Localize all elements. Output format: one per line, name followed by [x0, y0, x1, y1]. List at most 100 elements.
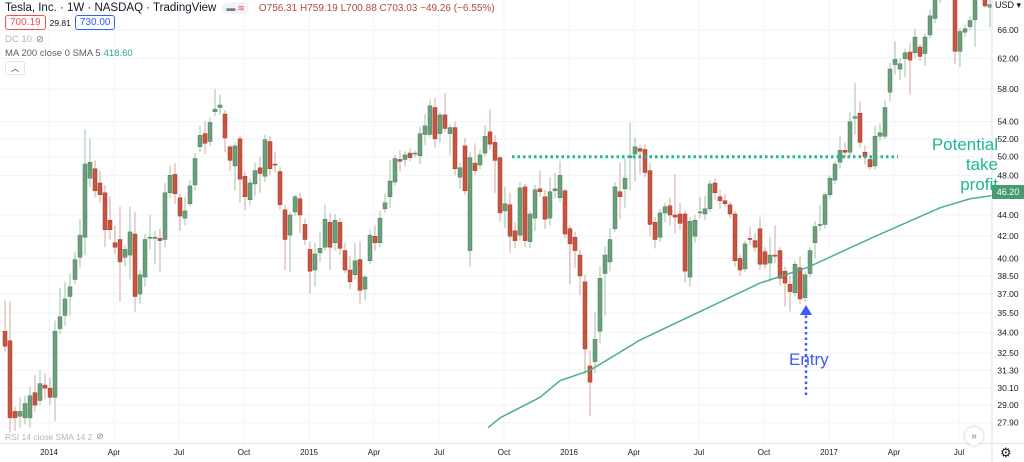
candle-body: [12, 411, 18, 419]
candle: [202, 121, 208, 154]
candle: [517, 182, 523, 241]
candle-body: [162, 192, 168, 240]
spread-value: 29.81: [49, 17, 71, 28]
candle-body: [307, 249, 313, 272]
candle: [262, 134, 268, 183]
candle-body: [622, 177, 628, 190]
candle-body: [502, 203, 508, 212]
candle-body: [647, 170, 653, 225]
candle: [292, 194, 298, 217]
candle-body: [212, 108, 218, 112]
candle-body: [982, 0, 988, 7]
sell-button[interactable]: 700.19: [5, 15, 46, 30]
candle: [962, 24, 968, 38]
candle: [442, 92, 448, 132]
candle-body: [687, 221, 693, 278]
candle-body: [587, 365, 593, 383]
candle-body: [922, 36, 928, 54]
candle-body: [82, 163, 88, 238]
candle-body: [37, 383, 43, 401]
candle-body: [567, 228, 573, 245]
candle: [882, 100, 888, 139]
candle-body: [252, 170, 258, 185]
candle: [62, 281, 68, 326]
candle-body: [737, 258, 743, 271]
candle-body: [132, 233, 138, 297]
candle-body: [372, 235, 378, 244]
candle-body: [762, 251, 768, 265]
candle: [967, 16, 973, 31]
candle-body: [392, 158, 398, 183]
candle: [542, 189, 548, 229]
currency-select[interactable]: USD ▾: [995, 0, 1022, 10]
candle: [592, 311, 598, 374]
candle-body: [407, 152, 413, 158]
candle-body: [292, 196, 298, 213]
candle-body: [432, 107, 438, 140]
candle: [282, 204, 288, 271]
settings-gear-icon[interactable]: ⚙: [1000, 445, 1012, 460]
candle-body: [22, 403, 28, 419]
take-profit-line1: Potential take: [931, 135, 998, 174]
candle-body: [522, 186, 528, 241]
candle-body: [777, 250, 783, 279]
candle-body: [397, 159, 403, 162]
candle-body: [2, 330, 8, 347]
candle: [502, 186, 508, 228]
candle: [397, 150, 403, 172]
indicator-dc[interactable]: DC 10: [5, 34, 32, 45]
candle-body: [927, 15, 933, 36]
symbol-title[interactable]: Tesla, Inc. · 1W · NASDAQ · TradingView: [5, 2, 217, 14]
candle-body: [427, 105, 433, 135]
price-tick-label: 44.00: [997, 210, 1019, 220]
candle-body: [917, 46, 923, 57]
ma-200-line[interactable]: [487, 193, 1012, 429]
candle-body: [382, 202, 388, 210]
eye-hidden-icon[interactable]: ⊘: [35, 34, 44, 45]
candle-body: [722, 200, 728, 204]
candle: [797, 256, 803, 304]
price-tick-label: 34.00: [997, 328, 1019, 338]
candle: [632, 137, 638, 182]
candle-body: [72, 259, 78, 280]
candle-body: [157, 238, 163, 241]
candle: [422, 114, 428, 146]
candle: [567, 225, 573, 285]
buy-button[interactable]: 730.00: [74, 15, 116, 30]
time-tick-label: Jul: [954, 448, 964, 457]
price-tick-label: 40.00: [997, 253, 1019, 263]
candle: [462, 137, 468, 195]
time-tick-label: Apr: [368, 448, 381, 457]
indicator-ma[interactable]: MA 200 close 0 SMA 5 418.60: [5, 48, 133, 59]
collapse-legend-button[interactable]: ︿: [5, 61, 25, 75]
candle: [672, 174, 678, 233]
candle-body: [527, 213, 533, 242]
candle: [957, 28, 963, 67]
candle: [897, 57, 903, 80]
price-tick-label: 35.50: [997, 308, 1019, 318]
time-tick-label: Apr: [888, 448, 901, 457]
candle: [382, 193, 388, 213]
candle: [167, 165, 173, 198]
candle-body: [262, 139, 268, 177]
candle: [512, 222, 518, 249]
legend-toggle[interactable]: ▬ ≋: [222, 2, 249, 14]
candle-body: [107, 219, 113, 231]
candle: [107, 196, 113, 240]
candle-body: [932, 0, 938, 19]
candle: [852, 82, 858, 135]
indicator-rsi[interactable]: RSI 14 close SMA 14 2 ⊘: [5, 431, 104, 442]
ohlc-values: O756.31 H759.19 L700.88 C703.03 −49.26 (…: [258, 2, 495, 14]
candle: [562, 188, 568, 239]
candle: [972, 0, 978, 48]
candle-body: [592, 339, 598, 362]
candle: [792, 260, 798, 297]
candle-body: [697, 211, 703, 214]
eye-hidden-icon[interactable]: ⊘: [96, 431, 104, 441]
candle-body: [642, 149, 648, 173]
candle: [862, 145, 868, 165]
candle: [27, 386, 33, 428]
scroll-to-realtime-button[interactable]: »: [965, 427, 983, 445]
candle-body: [117, 239, 123, 263]
